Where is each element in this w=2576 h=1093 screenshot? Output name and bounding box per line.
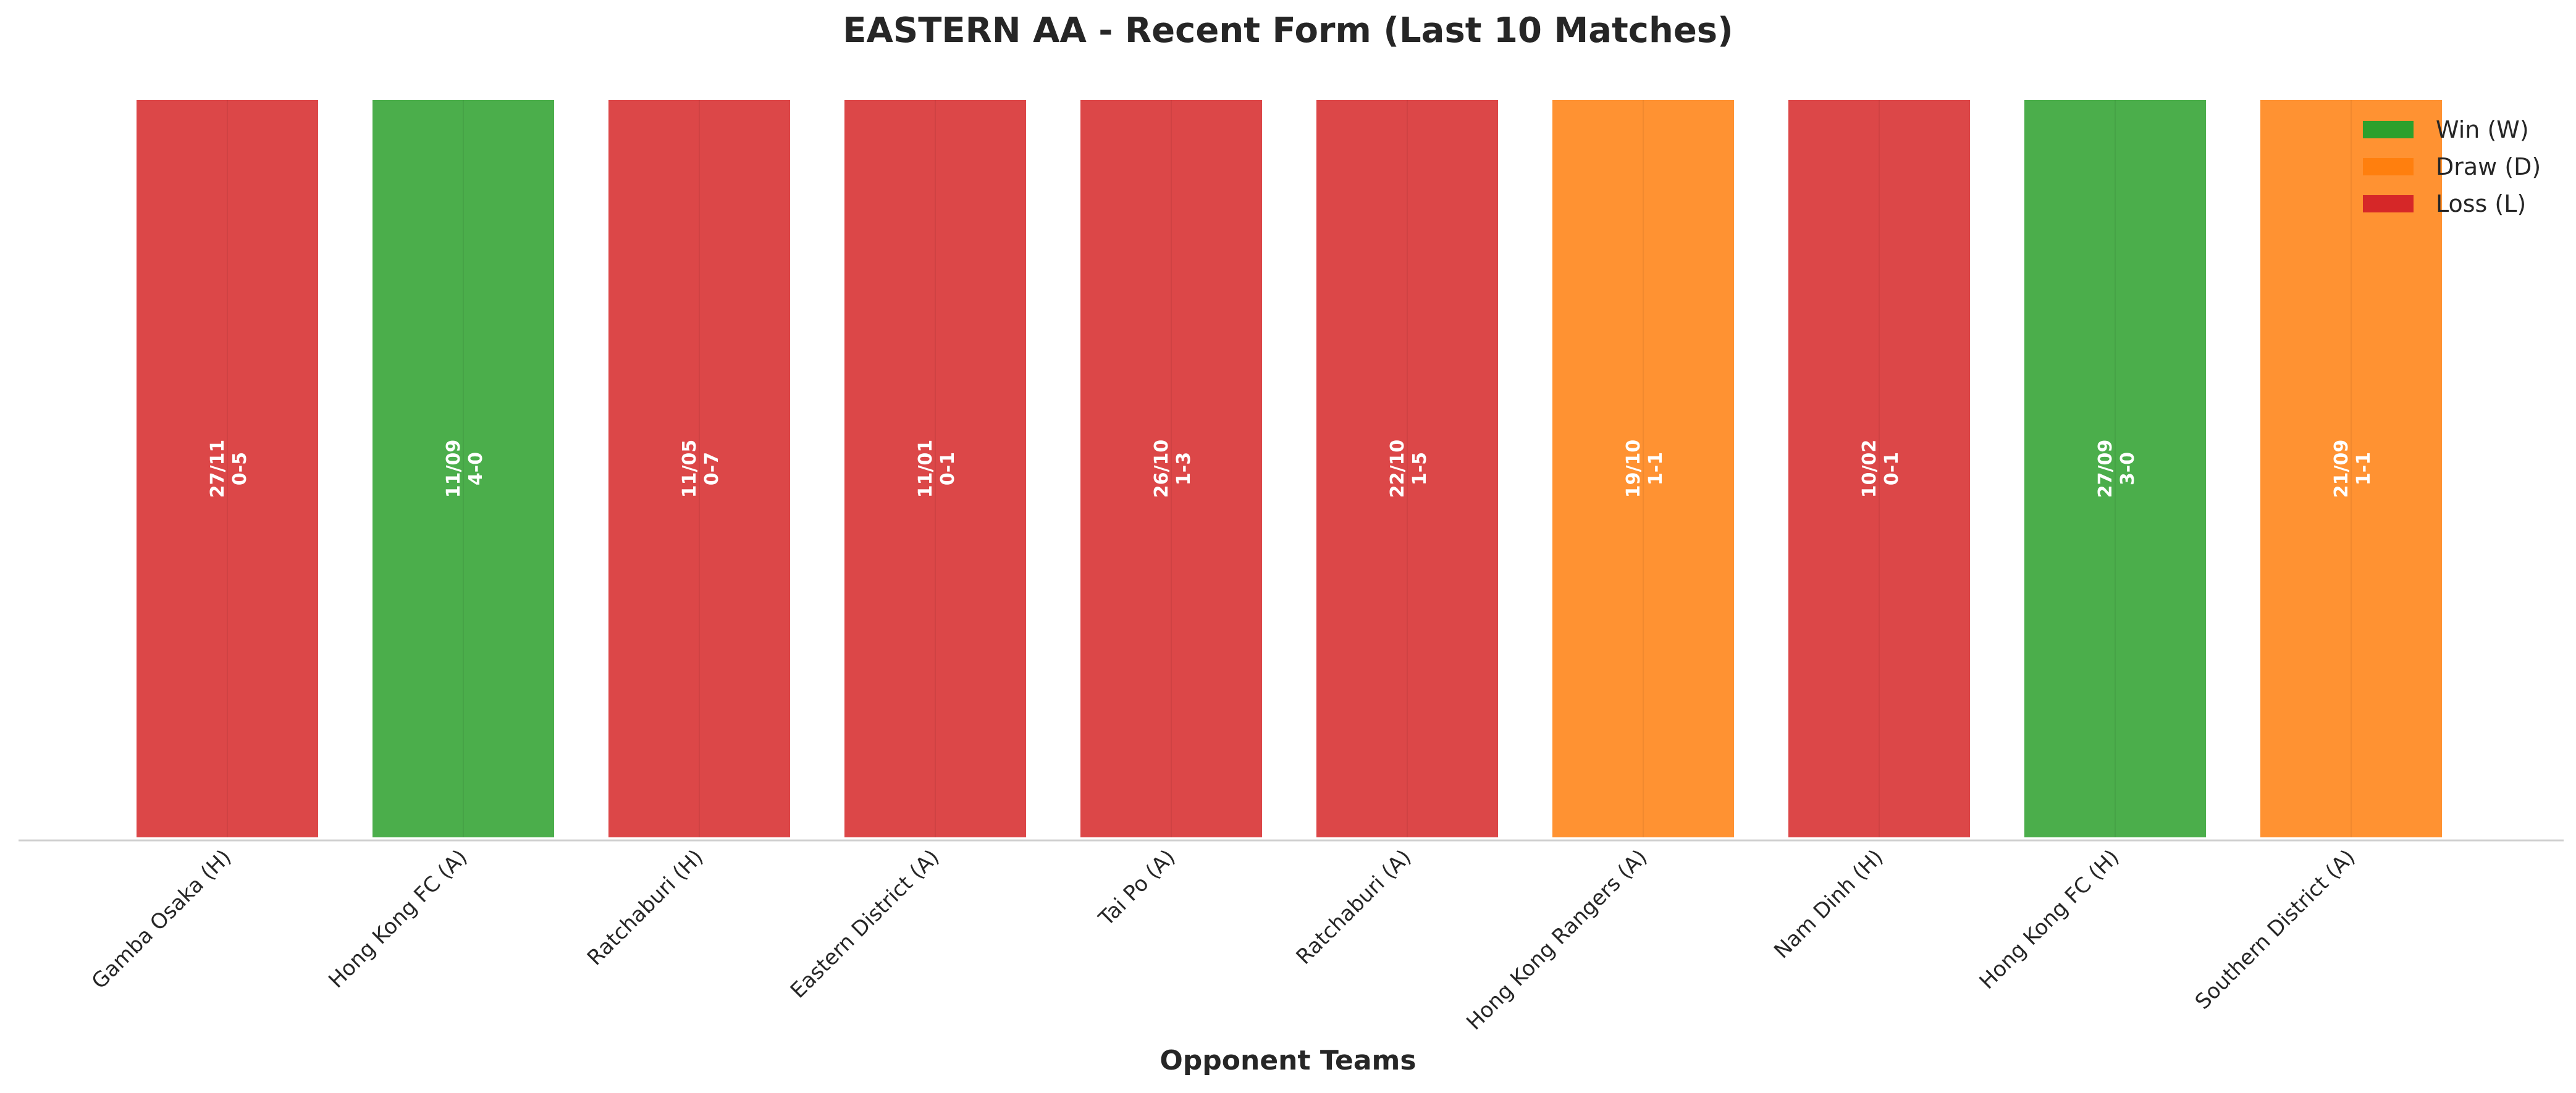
bar-label-10: 21/091-1 [2331,440,2375,498]
bar-3 [606,98,793,840]
bar-label-8: 10/020-1 [1859,440,1903,498]
bar-date-8: 10/02 [1859,440,1880,498]
bar-label-6: 22/101-5 [1387,440,1431,498]
bar-9 [2022,98,2208,840]
bar-date-10: 21/09 [2331,440,2352,498]
x-tick-label-10: Southern District (A) [2191,845,2360,1014]
bar-label-3: 11/050-7 [679,440,723,498]
bar-score-9: 3-0 [2117,452,2139,485]
bar-8 [1786,98,1972,840]
bar-label-9: 27/093-0 [2095,440,2139,498]
bar-10 [2258,98,2444,840]
x-tick-label-1: Gamba Osaka (H) [87,845,237,994]
bar-labels-layer: 27/110-5 11/094-0 11/050-7 11/010-1 26/101-3… [207,440,2375,498]
bar-2 [370,98,557,840]
x-tick-label-6: Ratchaburi (A) [1292,845,1416,969]
legend-label-d: Draw (D) [2436,153,2541,180]
legend-swatch-w [2363,121,2414,138]
bar-score-10: 1-1 [2353,452,2375,485]
bar-date-5: 26/10 [1151,440,1172,498]
bar-date-7: 19/10 [1623,440,1644,498]
legend-label-l: Loss (L) [2436,190,2526,217]
bar-label-5: 26/101-3 [1151,440,1195,498]
bar-score-8: 0-1 [1881,452,1903,485]
chart-title: EASTERN AA - Recent Form (Last 10 Matche… [843,10,1733,51]
bar-score-1: 0-5 [229,452,251,485]
bar-score-3: 0-7 [701,452,723,485]
bars-layer [134,98,2444,840]
bar-score-4: 0-1 [937,452,959,485]
bar-date-1: 27/11 [207,440,229,498]
legend-swatch-d [2363,158,2414,175]
x-tick-label-4: Eastern District (A) [786,845,944,1003]
x-tick-label-7: Hong Kong Rangers (A) [1462,845,1652,1035]
bar-6 [1314,98,1501,840]
bar-date-3: 11/05 [679,440,701,498]
bar-label-7: 19/101-1 [1623,440,1667,498]
x-axis-label: Opponent Teams [1160,1045,1416,1076]
x-tick-label-3: Ratchaburi (H) [583,845,708,970]
bar-label-2: 11/094-0 [443,440,487,498]
bar-date-4: 11/01 [915,440,937,498]
bar-score-7: 1-1 [1645,452,1667,485]
x-tick-label-5: Tai Po (A) [1093,845,1180,931]
bar-label-1: 27/110-5 [207,440,251,498]
bar-score-5: 1-3 [1173,452,1195,485]
bar-date-6: 22/10 [1387,440,1408,498]
x-tick-label-2: Hong Kong FC (A) [324,845,472,993]
bar-date-9: 27/09 [2095,440,2116,498]
x-tick-label-9: Hong Kong FC (H) [1975,845,2124,994]
bar-7 [1550,98,1736,840]
legend: Win (W) Draw (D) Loss (L) [2363,116,2541,217]
x-tick-labels: Gamba Osaka (H) Hong Kong FC (A) Ratchabur… [87,845,2360,1035]
legend-swatch-l [2363,195,2414,212]
bar-4 [842,98,1029,840]
bar-score-6: 1-5 [1409,452,1431,485]
x-tick-label-8: Nam Dinh (H) [1769,845,1888,963]
bar-label-4: 11/010-1 [915,440,959,498]
bar-5 [1078,98,1265,840]
legend-label-w: Win (W) [2436,116,2529,143]
bar-1 [134,98,321,840]
bar-date-2: 11/09 [443,440,465,498]
bar-score-2: 4-0 [465,452,487,485]
